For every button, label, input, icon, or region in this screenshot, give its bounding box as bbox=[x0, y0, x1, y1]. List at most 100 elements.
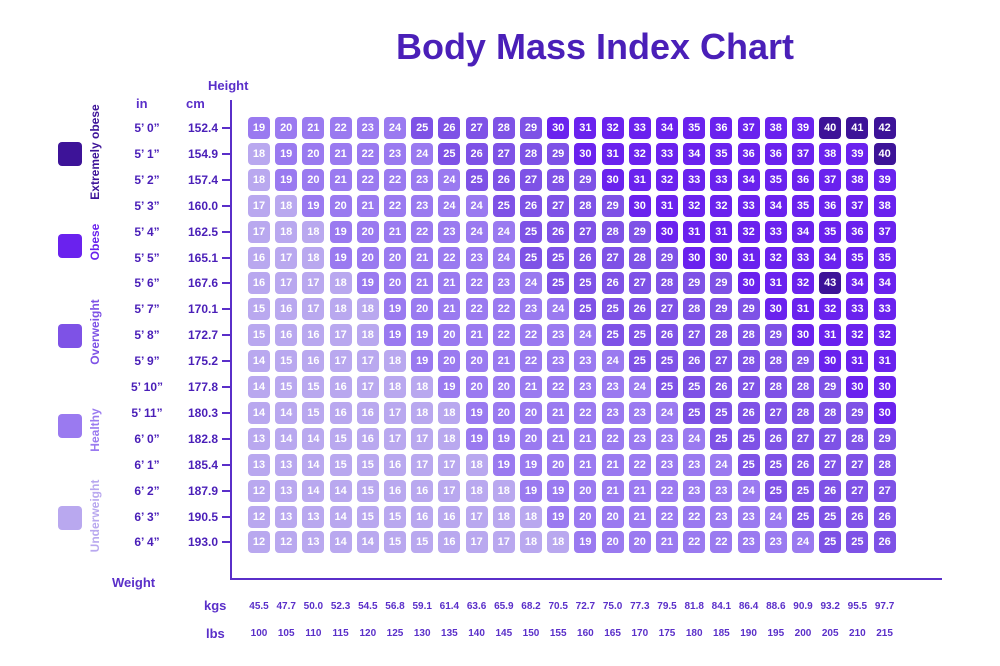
bmi-cell: 21 bbox=[656, 531, 678, 554]
bmi-cell: 19 bbox=[275, 142, 298, 165]
bmi-cell: 18 bbox=[438, 427, 461, 450]
weight-kg-label: 79.5 bbox=[657, 601, 677, 612]
bmi-cell: 18 bbox=[465, 479, 488, 502]
bmi-cell: 20 bbox=[601, 531, 624, 554]
weight-kg-label: 65.9 bbox=[494, 601, 514, 612]
bmi-cell: 22 bbox=[492, 298, 515, 321]
bmi-cell: 38 bbox=[846, 168, 869, 191]
height-tick bbox=[222, 386, 230, 388]
bmi-cell: 31 bbox=[846, 350, 869, 373]
bmi-cell: 23 bbox=[356, 117, 379, 139]
bmi-cell: 20 bbox=[438, 350, 461, 373]
bmi-cell: 24 bbox=[792, 531, 814, 554]
weight-kg-label: 75.0 bbox=[602, 601, 623, 612]
bmi-cell: 30 bbox=[547, 117, 570, 139]
bmi-cell: 21 bbox=[547, 427, 570, 450]
height-unit-cm-label: cm bbox=[186, 96, 205, 111]
bmi-cell: 27 bbox=[819, 453, 842, 476]
bmi-cell: 24 bbox=[683, 427, 706, 450]
bmi-cell: 24 bbox=[710, 453, 733, 476]
bmi-cell: 18 bbox=[384, 376, 406, 398]
bmi-cell: 25 bbox=[547, 246, 570, 269]
bmi-cell: 30 bbox=[792, 324, 814, 347]
bmi-cell: 15 bbox=[302, 401, 325, 424]
bmi-cell: 26 bbox=[710, 376, 733, 398]
bmi-cell: 37 bbox=[792, 142, 814, 165]
bmi-cell: 23 bbox=[683, 479, 706, 502]
bmi-cell: 29 bbox=[846, 401, 869, 424]
bmi-cell: 28 bbox=[792, 401, 814, 424]
bmi-cell: 20 bbox=[465, 350, 488, 373]
bmi-cell: 29 bbox=[710, 272, 733, 295]
weight-kg-label: 56.8 bbox=[385, 601, 405, 612]
bmi-cell: 28 bbox=[492, 117, 515, 139]
height-tick bbox=[222, 437, 230, 440]
height-tick bbox=[222, 541, 230, 544]
bmi-cell: 16 bbox=[356, 427, 379, 450]
bmi-cell: 24 bbox=[601, 350, 624, 373]
bmi-cell: 36 bbox=[710, 117, 733, 139]
bmi-cell: 23 bbox=[574, 350, 597, 373]
bmi-cell: 38 bbox=[819, 142, 842, 165]
bmi-cell: 19 bbox=[574, 531, 597, 554]
legend-swatch bbox=[58, 234, 82, 258]
bmi-cell: 21 bbox=[329, 168, 352, 191]
bmi-cell: 12 bbox=[248, 531, 270, 554]
bmi-cell: 30 bbox=[628, 194, 651, 217]
bmi-cell: 25 bbox=[574, 272, 597, 295]
bmi-cell: 31 bbox=[574, 117, 597, 139]
bmi-cell: 23 bbox=[683, 453, 706, 476]
bmi-cell: 22 bbox=[520, 324, 542, 347]
bmi-cell: 23 bbox=[411, 168, 434, 191]
bmi-cell: 27 bbox=[764, 401, 787, 424]
bmi-cell: 17 bbox=[465, 531, 488, 554]
height-tick bbox=[222, 127, 230, 129]
bmi-cell: 15 bbox=[302, 376, 325, 398]
bmi-cell: 24 bbox=[384, 117, 406, 139]
weight-lb-label: 100 bbox=[250, 628, 268, 639]
bmi-cell: 23 bbox=[411, 194, 434, 217]
bmi-cell: 12 bbox=[275, 531, 298, 554]
bmi-cell: 32 bbox=[628, 142, 651, 165]
bmi-cell: 28 bbox=[547, 168, 570, 191]
weight-lb-label: 175 bbox=[658, 628, 676, 639]
bmi-cell: 26 bbox=[601, 272, 624, 295]
bmi-cell: 17 bbox=[411, 453, 434, 476]
bmi-cell: 19 bbox=[411, 350, 434, 373]
bmi-cell: 19 bbox=[492, 427, 515, 450]
bmi-cell: 25 bbox=[819, 505, 842, 528]
bmi-cell: 20 bbox=[547, 453, 570, 476]
bmi-cell: 20 bbox=[275, 117, 298, 139]
bmi-cell: 17 bbox=[411, 427, 434, 450]
weight-lb-label: 140 bbox=[468, 628, 485, 639]
bmi-cell: 20 bbox=[492, 376, 515, 398]
bmi-cell: 20 bbox=[384, 272, 406, 295]
bmi-cell: 13 bbox=[275, 505, 298, 528]
bmi-cell: 20 bbox=[411, 298, 434, 321]
bmi-cell: 23 bbox=[656, 453, 678, 476]
bmi-cell: 37 bbox=[873, 220, 896, 243]
bmi-cell: 23 bbox=[438, 220, 461, 243]
bmi-cell: 39 bbox=[846, 142, 869, 165]
bmi-cell: 28 bbox=[792, 376, 814, 398]
bmi-cell: 26 bbox=[873, 531, 896, 554]
bmi-cell: 30 bbox=[683, 246, 706, 269]
bmi-cell: 28 bbox=[601, 220, 624, 243]
bmi-cell: 30 bbox=[846, 376, 869, 398]
bmi-cell: 25 bbox=[656, 376, 678, 398]
bmi-cell: 16 bbox=[248, 246, 270, 269]
bmi-cell: 23 bbox=[710, 505, 733, 528]
bmi-cell: 15 bbox=[248, 298, 270, 321]
bmi-cell: 17 bbox=[465, 505, 488, 528]
chart-title: Body Mass Index Chart bbox=[395, 26, 795, 67]
bmi-cell: 23 bbox=[656, 427, 678, 450]
bmi-cell: 15 bbox=[329, 427, 352, 450]
bmi-cell: 20 bbox=[492, 401, 515, 424]
bmi-cell: 19 bbox=[411, 324, 434, 347]
bmi-cell: 16 bbox=[438, 505, 461, 528]
bmi-cell: 31 bbox=[601, 142, 624, 165]
bmi-cell: 21 bbox=[628, 479, 651, 502]
bmi-cell: 28 bbox=[710, 324, 733, 347]
bmi-cell: 19 bbox=[547, 479, 570, 502]
bmi-cell: 25 bbox=[465, 168, 488, 191]
